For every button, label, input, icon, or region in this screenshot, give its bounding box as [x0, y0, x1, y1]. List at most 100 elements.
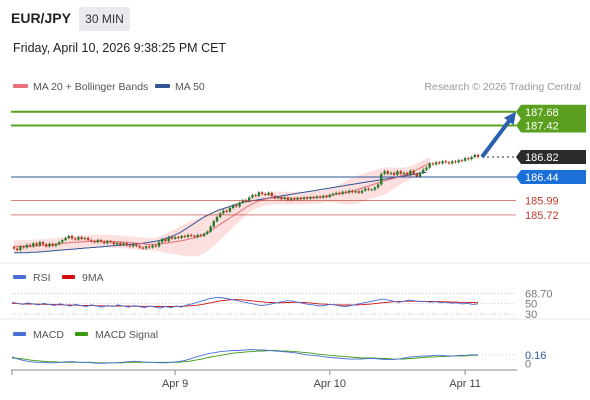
candle-body — [96, 240, 99, 243]
x-tick-label: Apr 10 — [314, 378, 346, 390]
level-label-resistance: 187.42 — [525, 121, 559, 133]
macd-signal-line — [11, 350, 478, 364]
candle-body — [364, 188, 367, 191]
candle-body — [367, 188, 370, 190]
candle-body — [167, 237, 170, 242]
legend-swatch-ma20 — [13, 84, 28, 88]
x-tick-label: Apr 11 — [449, 378, 481, 390]
level-label-support: 185.72 — [525, 210, 559, 222]
candle-body — [293, 198, 296, 200]
candle-body — [115, 242, 119, 245]
candle-body — [16, 248, 19, 251]
candle-body — [90, 240, 93, 242]
candle-body — [151, 245, 154, 248]
level-label-resistance: 187.68 — [525, 107, 559, 119]
macd-line — [11, 349, 478, 364]
macd-legend: MACD MACD Signal — [13, 329, 158, 341]
candle-body — [64, 238, 67, 241]
candle-body — [380, 173, 383, 185]
level-tag-pivot — [516, 170, 586, 184]
rsi-level-label: 68.70 — [525, 288, 553, 300]
candle-body — [196, 234, 199, 237]
candle-body — [32, 243, 35, 247]
x-tick-label: Apr 9 — [162, 378, 188, 390]
candle-body — [434, 162, 438, 165]
legend-swatch-rsi-ma — [62, 275, 75, 279]
candle-body — [463, 158, 467, 161]
candle-body — [315, 196, 319, 199]
candle-body — [451, 161, 454, 164]
macd-panel: 0.160 — [11, 349, 546, 370]
candle-body — [209, 226, 212, 232]
timeframe-badge[interactable]: 30 MIN — [79, 7, 130, 31]
candle-body — [441, 161, 444, 164]
instrument-title: EUR/JPY — [11, 10, 71, 26]
legend-label-ma20: MA 20 + Bollinger Bands — [33, 81, 148, 93]
candle-body — [422, 169, 425, 173]
candle-body — [289, 198, 293, 201]
rsi-level-label: 50 — [525, 298, 537, 310]
legend-swatch-ma50 — [155, 84, 170, 88]
candle-body — [109, 241, 112, 243]
candle-body — [83, 238, 87, 240]
candle-body — [325, 196, 328, 198]
candle-body — [103, 241, 106, 244]
level-label-pivot: 186.44 — [525, 172, 559, 184]
candle-body — [148, 246, 151, 248]
ma50-line — [14, 171, 427, 254]
candle-body — [270, 192, 273, 196]
candle-body — [328, 194, 331, 197]
candle-body — [141, 247, 145, 249]
candle-body — [154, 245, 157, 247]
candle-body — [128, 245, 132, 247]
legend-label-macd: MACD — [33, 329, 64, 341]
ma20-line — [14, 162, 430, 247]
price-levels: 187.68 187.42 186.82 186.44 185.99 185.72 — [11, 104, 586, 222]
candle-body — [383, 171, 386, 174]
candle-body — [112, 242, 116, 245]
candle-body — [351, 190, 354, 193]
candle-body — [164, 239, 167, 242]
candle-body — [318, 196, 322, 198]
candle-body — [193, 235, 196, 237]
rsi-level-label: 30 — [525, 309, 537, 321]
candle-body — [119, 242, 122, 245]
candle-body — [51, 243, 54, 246]
candle-body — [405, 172, 409, 175]
candle-body — [280, 197, 283, 200]
candle-body — [438, 162, 441, 164]
candle-body — [415, 173, 418, 177]
candle-body — [402, 172, 406, 174]
legend-swatch-rsi — [13, 275, 26, 279]
legend-label-rsi-ma: 9MA — [82, 272, 104, 284]
candle-body — [386, 171, 389, 174]
candle-body — [257, 192, 261, 196]
candle-body — [212, 221, 215, 227]
candle-body — [312, 197, 315, 199]
candle-body — [93, 241, 96, 243]
candle-body — [273, 196, 277, 199]
candle-body — [99, 240, 103, 242]
candle-body — [251, 194, 254, 198]
candle-body — [57, 242, 61, 245]
candle-body — [454, 161, 457, 163]
macd-level-label: 0 — [525, 358, 531, 370]
candle-body — [135, 244, 138, 246]
candle-body — [267, 192, 270, 195]
candle-body — [248, 197, 251, 202]
candle-body — [67, 235, 70, 238]
x-axis: Apr 9 Apr 10 Apr 11 — [11, 370, 481, 390]
level-tag-current — [516, 150, 586, 164]
candle-body — [180, 235, 183, 238]
candle-body — [186, 234, 190, 237]
candle-body — [409, 170, 412, 175]
candle-body — [215, 217, 219, 222]
candle-body — [132, 244, 135, 247]
level-label-current: 186.82 — [525, 152, 559, 164]
candle-body — [331, 193, 335, 195]
candle-body — [264, 193, 267, 195]
candle-body — [74, 238, 77, 240]
rsi-line — [11, 297, 479, 309]
candle-body — [370, 189, 373, 191]
